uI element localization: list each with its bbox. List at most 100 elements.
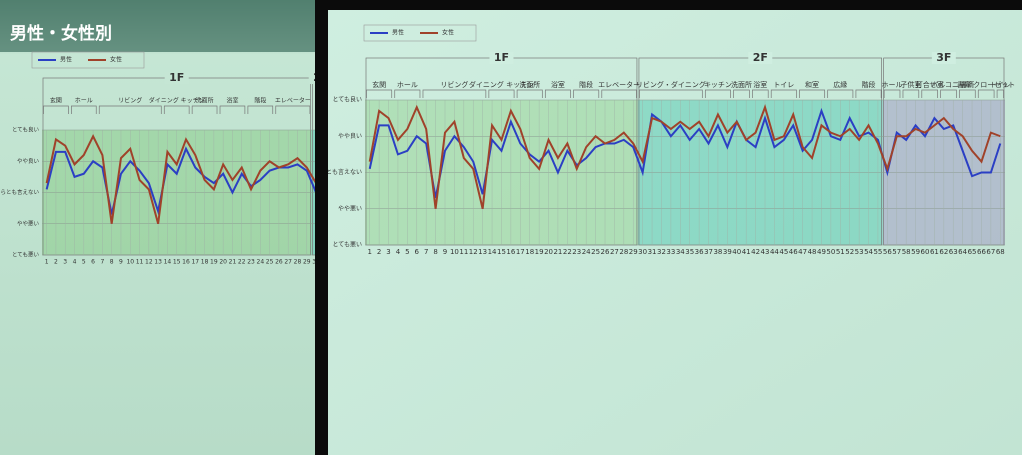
room-label: 玄関 — [372, 80, 386, 89]
x-tick-label: 14 — [164, 259, 172, 266]
x-tick-label: 9 — [443, 248, 447, 256]
x-tick-label: 29 — [629, 248, 638, 256]
x-tick-label: 15 — [173, 259, 181, 266]
photo-pair: 男性・女性別1F2F玄関ホールリビングダイニング キッチン洗面所浴室階段エレベー… — [0, 0, 1022, 455]
legend-label: 女性 — [110, 56, 122, 64]
x-tick-label: 26 — [275, 259, 283, 266]
x-tick-label: 53 — [855, 248, 864, 256]
x-tick-label: 19 — [210, 259, 218, 266]
x-tick-label: 7 — [424, 248, 428, 256]
x-tick-label: 6 — [415, 248, 420, 256]
x-tick-label: 6 — [91, 259, 95, 266]
y-tick-label: やや良い — [17, 157, 40, 165]
x-tick-label: 41 — [742, 248, 751, 256]
x-tick-label: 28 — [619, 248, 628, 256]
x-tick-label: 12 — [469, 248, 478, 256]
x-tick-label: 12 — [145, 259, 153, 266]
x-tick-label: 49 — [817, 248, 826, 256]
x-tick-label: 1 — [367, 248, 371, 256]
y-tick-label: どちらとも言えない — [308, 168, 362, 176]
x-tick-label: 1 — [45, 259, 49, 266]
x-tick-label: 21 — [553, 248, 562, 256]
x-tick-label: 22 — [238, 259, 246, 266]
x-tick-label: 67 — [986, 248, 995, 256]
room-label: 浴室 — [551, 80, 565, 89]
room-label: 広縁 — [833, 80, 847, 89]
x-tick-label: 23 — [572, 248, 581, 256]
x-tick-label: 20 — [544, 248, 553, 256]
room-label: トイレ — [990, 81, 1011, 89]
x-tick-label: 60 — [921, 248, 930, 256]
room-label: 階段 — [254, 97, 266, 105]
room-label: トイレ — [773, 81, 794, 89]
room-label: エレベーター — [275, 97, 311, 105]
x-tick-label: 13 — [478, 248, 487, 256]
x-tick-label: 7 — [100, 259, 104, 266]
y-tick-label: とても良い — [12, 126, 40, 134]
x-tick-label: 59 — [911, 248, 920, 256]
x-tick-label: 30 — [312, 259, 320, 266]
room-label: キッチン — [704, 81, 732, 89]
x-tick-label: 64 — [958, 248, 967, 256]
x-tick-label: 65 — [968, 248, 977, 256]
x-tick-label: 29 — [303, 259, 311, 266]
legend-label: 男性 — [60, 56, 72, 64]
room-label: エレベーター — [598, 80, 640, 89]
x-tick-label: 20 — [219, 259, 227, 266]
x-tick-label: 22 — [563, 248, 572, 256]
x-tick-label: 28 — [294, 259, 302, 266]
x-tick-label: 38 — [713, 248, 722, 256]
x-tick-label: 17 — [516, 248, 525, 256]
room-label: 階段 — [862, 80, 876, 89]
room-label: 洗面所 — [519, 80, 540, 89]
x-tick-label: 24 — [582, 248, 591, 256]
y-tick-label: どちらとも言えない — [0, 188, 39, 196]
x-tick-label: 44 — [770, 248, 779, 256]
x-tick-label: 11 — [136, 259, 144, 266]
x-tick-label: 33 — [666, 248, 675, 256]
x-tick-label: 57 — [892, 248, 901, 256]
y-tick-label: やや良い — [338, 132, 362, 140]
x-tick-label: 30 — [638, 248, 647, 256]
room-label: 階段 — [579, 80, 593, 89]
x-tick-label: 2 — [54, 259, 58, 266]
legend-label: 女性 — [442, 29, 454, 37]
x-tick-label: 58 — [902, 248, 911, 256]
x-tick-label: 31 — [648, 248, 657, 256]
x-tick-label: 63 — [949, 248, 958, 256]
room-label: 洗面所 — [196, 97, 214, 105]
x-tick-label: 14 — [488, 248, 497, 256]
x-tick-label: 40 — [732, 248, 741, 256]
x-tick-label: 32 — [657, 248, 666, 256]
room-label: ホール — [75, 98, 93, 105]
x-tick-label: 46 — [789, 248, 798, 256]
legend-label: 男性 — [392, 29, 404, 37]
x-tick-label: 34 — [676, 248, 685, 256]
x-tick-label: 48 — [808, 248, 817, 256]
room-label: ホール — [397, 81, 418, 89]
floor-label: 1F — [494, 51, 509, 64]
x-tick-label: 27 — [284, 259, 292, 266]
floor-label: 1F — [169, 71, 184, 84]
y-tick-label: とても良い — [332, 96, 362, 104]
x-tick-label: 19 — [535, 248, 544, 256]
x-tick-label: 21 — [229, 259, 237, 266]
x-tick-label: 4 — [73, 259, 77, 266]
x-tick-label: 54 — [864, 248, 873, 256]
x-tick-label: 51 — [836, 248, 845, 256]
x-tick-label: 25 — [591, 248, 600, 256]
x-tick-label: 10 — [126, 259, 134, 266]
y-tick-label: やや悪い — [17, 219, 40, 227]
x-tick-label: 16 — [182, 259, 190, 266]
x-tick-label: 45 — [779, 248, 788, 256]
x-tick-label: 42 — [751, 248, 760, 256]
x-tick-label: 2 — [377, 248, 381, 256]
x-tick-label: 62 — [939, 248, 948, 256]
room-label: リビング・ダイニング — [636, 80, 706, 89]
x-tick-label: 25 — [266, 259, 274, 266]
floor-label: 2F — [313, 71, 328, 84]
x-tick-label: 24 — [257, 259, 265, 266]
x-tick-label: 52 — [845, 248, 854, 256]
room-label: 和室 — [805, 80, 819, 89]
room-label: 玄関 — [50, 97, 62, 105]
